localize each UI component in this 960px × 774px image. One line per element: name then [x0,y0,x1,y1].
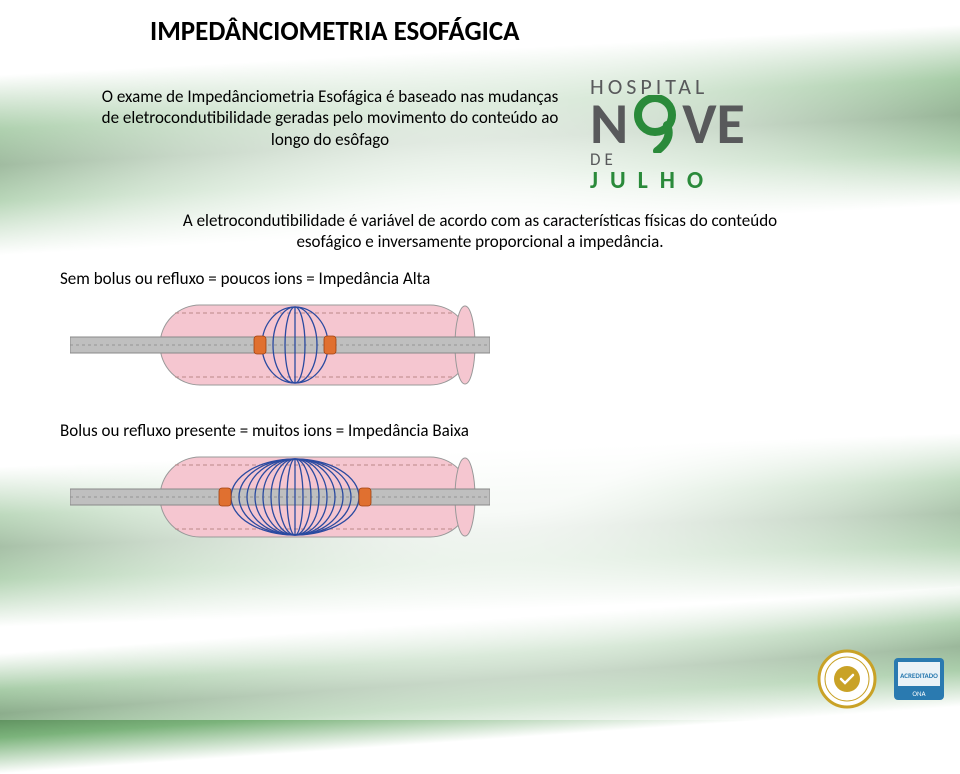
logo-letters-ve: VE [682,95,745,153]
intro-paragraph: O exame de Impedânciometria Esofágica é … [100,68,560,150]
intro-row: O exame de Impedânciometria Esofágica é … [60,68,900,195]
slide-content: IMPEDÂNCIOMETRIA ESOFÁGICA O exame de Im… [0,0,960,720]
caption-low-impedance: Bolus ou refluxo presente = muitos ions … [60,420,900,441]
second-paragraph: A eletrocondutibilidade é variável de ac… [180,210,780,253]
hospital-logo: HOSPITAL N VE DE JULHO [590,68,870,195]
svg-text:ACREDITADO: ACREDITADO [900,671,938,680]
accreditation-badges: ACREDITADO ONA [816,648,950,710]
svg-text:ONA: ONA [912,689,926,698]
diagram-low-impedance [70,447,490,547]
logo-letter-n: N [590,95,628,153]
logo-line-nove: N VE [590,95,870,153]
slide-title: IMPEDÂNCIOMETRIA ESOFÁGICA [150,15,900,48]
caption-high-impedance: Sem bolus ou refluxo = poucos ions = Imp… [60,268,900,289]
logo-nine-icon [633,95,677,153]
ona-badge-icon: ACREDITADO ONA [888,648,950,710]
diagram-high-impedance [70,295,490,395]
jci-badge-icon [816,648,878,710]
logo-line-julho: JULHO [590,166,870,195]
